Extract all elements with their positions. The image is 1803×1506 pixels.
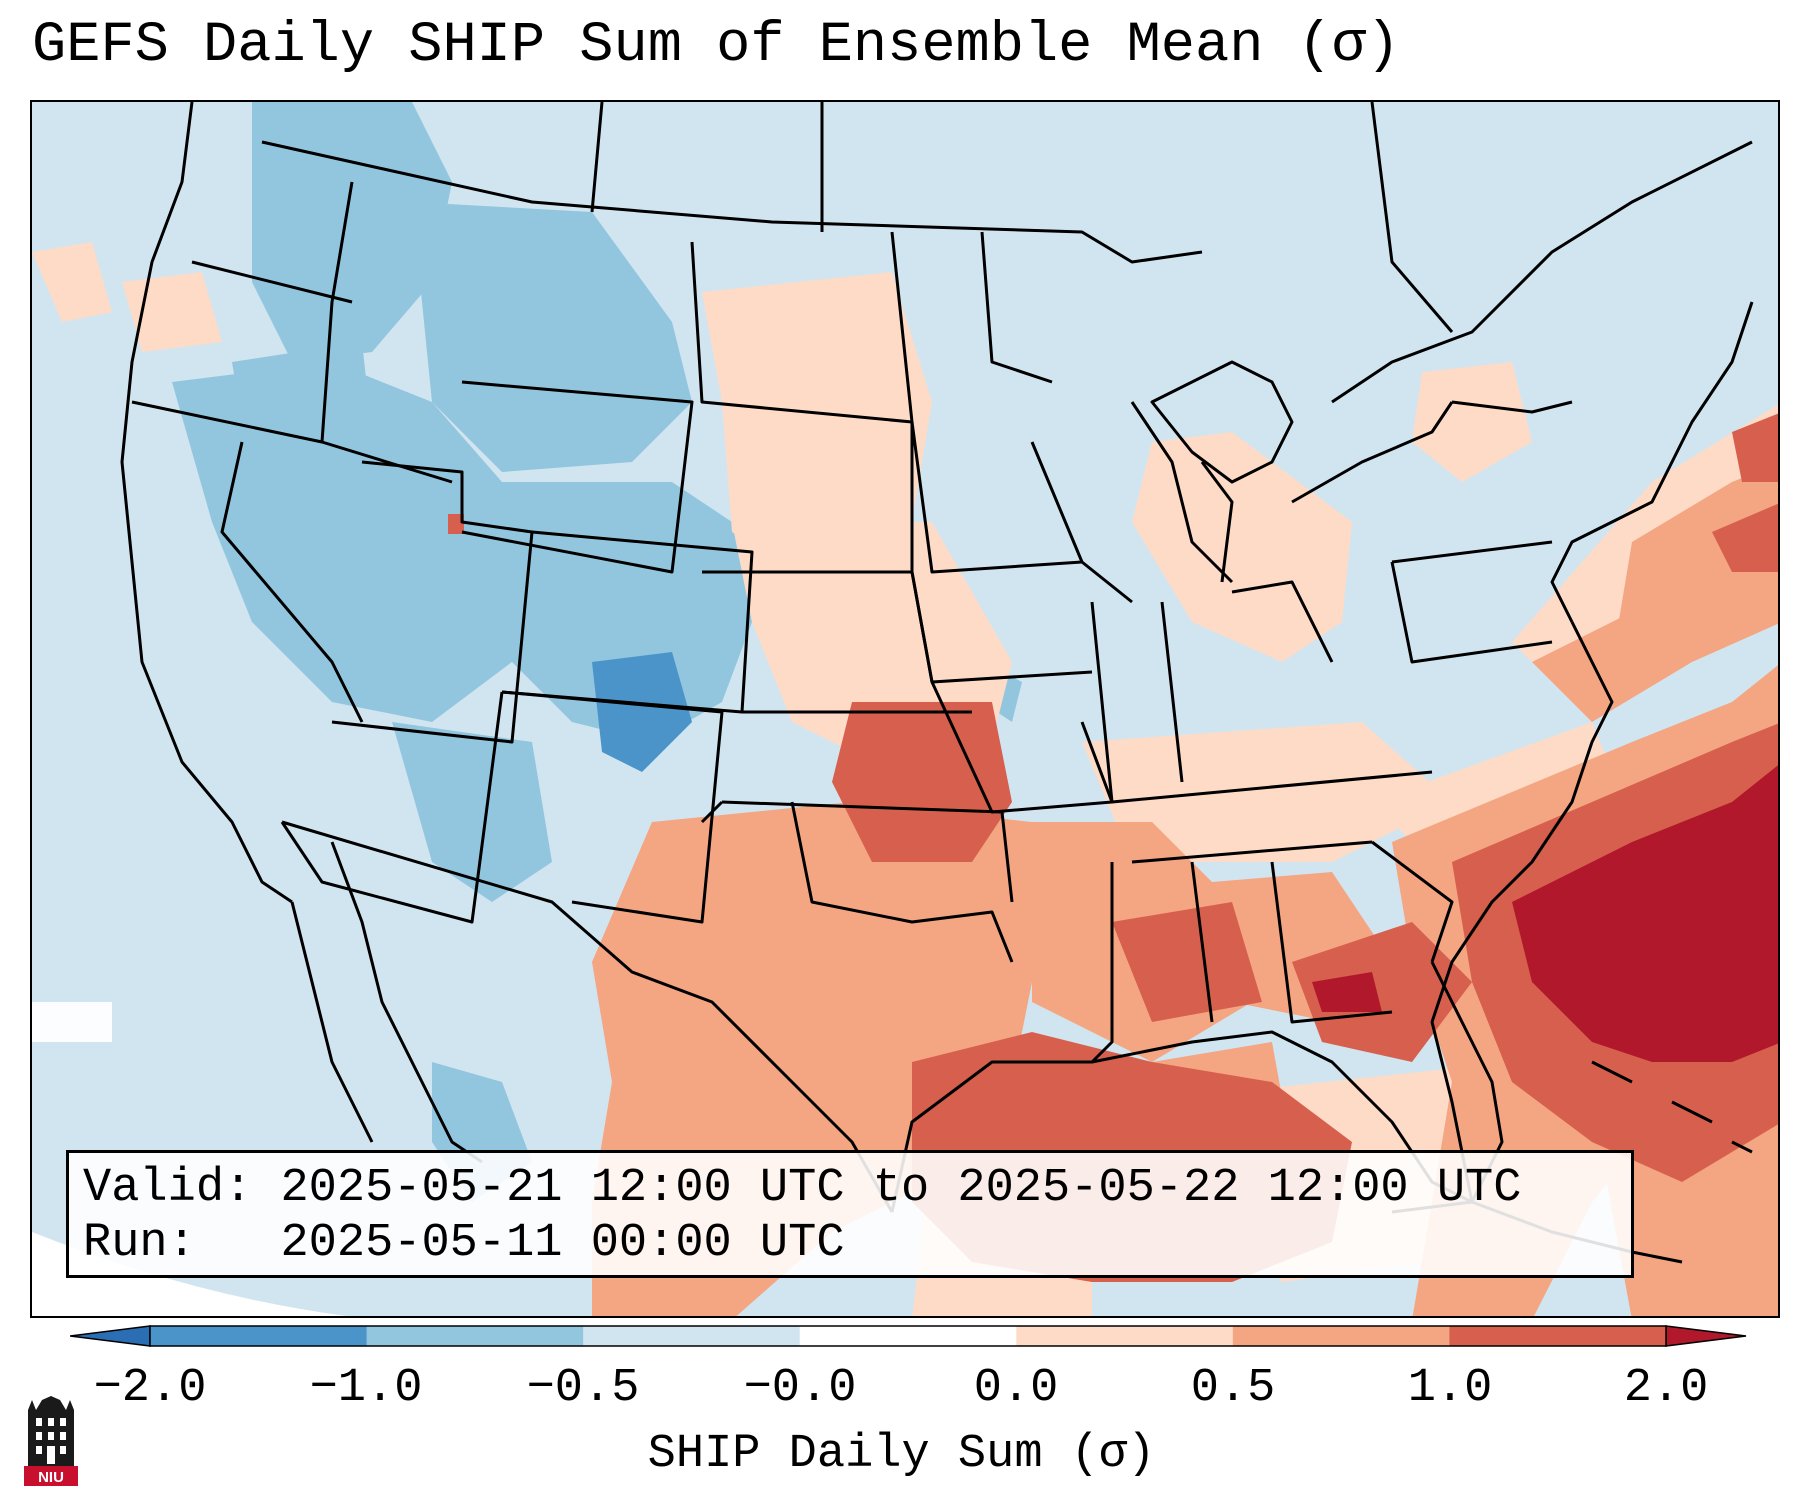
colorbar-tick: 0.5	[1190, 1362, 1276, 1415]
colorbar-tick: 0.0	[973, 1362, 1059, 1415]
page-title: GEFS Daily SHIP Sum of Ensemble Mean (σ)	[32, 14, 1401, 78]
colorbar-tick: −0.0	[743, 1362, 857, 1415]
colorbar-tick: −0.5	[526, 1362, 640, 1415]
colorbar-border	[149, 1325, 1667, 1347]
colorbar-segment	[366, 1326, 584, 1346]
colorbar-segment	[150, 1326, 368, 1346]
colorbar-tick: −1.0	[309, 1362, 423, 1415]
colorbar-segment	[1016, 1326, 1234, 1346]
colorbar-segment	[583, 1326, 801, 1346]
colorbar-segment	[1449, 1326, 1667, 1346]
field-mid-blue	[592, 652, 692, 772]
colorbar	[70, 1325, 1747, 1347]
colorbar-extend-high	[1665, 1325, 1747, 1347]
niu-logo-icon: NIU	[24, 1396, 78, 1486]
valid-run-box: Valid: 2025-05-21 12:00 UTC to 2025-05-2…	[66, 1150, 1634, 1278]
state-borders	[120, 102, 1754, 1264]
map-svg	[32, 102, 1778, 1316]
domain-edge	[32, 1232, 347, 1316]
run-label: Run:	[83, 1217, 196, 1270]
colorbar-label: SHIP Daily Sum (σ)	[647, 1428, 1156, 1481]
map-panel[interactable]	[30, 100, 1780, 1318]
colorbar-tick: 2.0	[1623, 1362, 1709, 1415]
valid-value: 2025-05-21 12:00 UTC to 2025-05-22 12:00…	[280, 1162, 1522, 1215]
run-value: 2025-05-11 00:00 UTC	[280, 1217, 845, 1270]
field-light-blue	[172, 102, 1732, 1302]
colorbar-extend-low	[70, 1325, 151, 1347]
logo-text: NIU	[38, 1469, 64, 1486]
valid-label: Valid:	[83, 1162, 253, 1215]
colorbar-tick: −2.0	[93, 1362, 207, 1415]
colorbar-segment	[799, 1326, 1017, 1346]
field-dark-red	[1312, 765, 1778, 1062]
colorbar-segment	[1232, 1326, 1450, 1346]
colorbar-tick: 1.0	[1407, 1362, 1493, 1415]
